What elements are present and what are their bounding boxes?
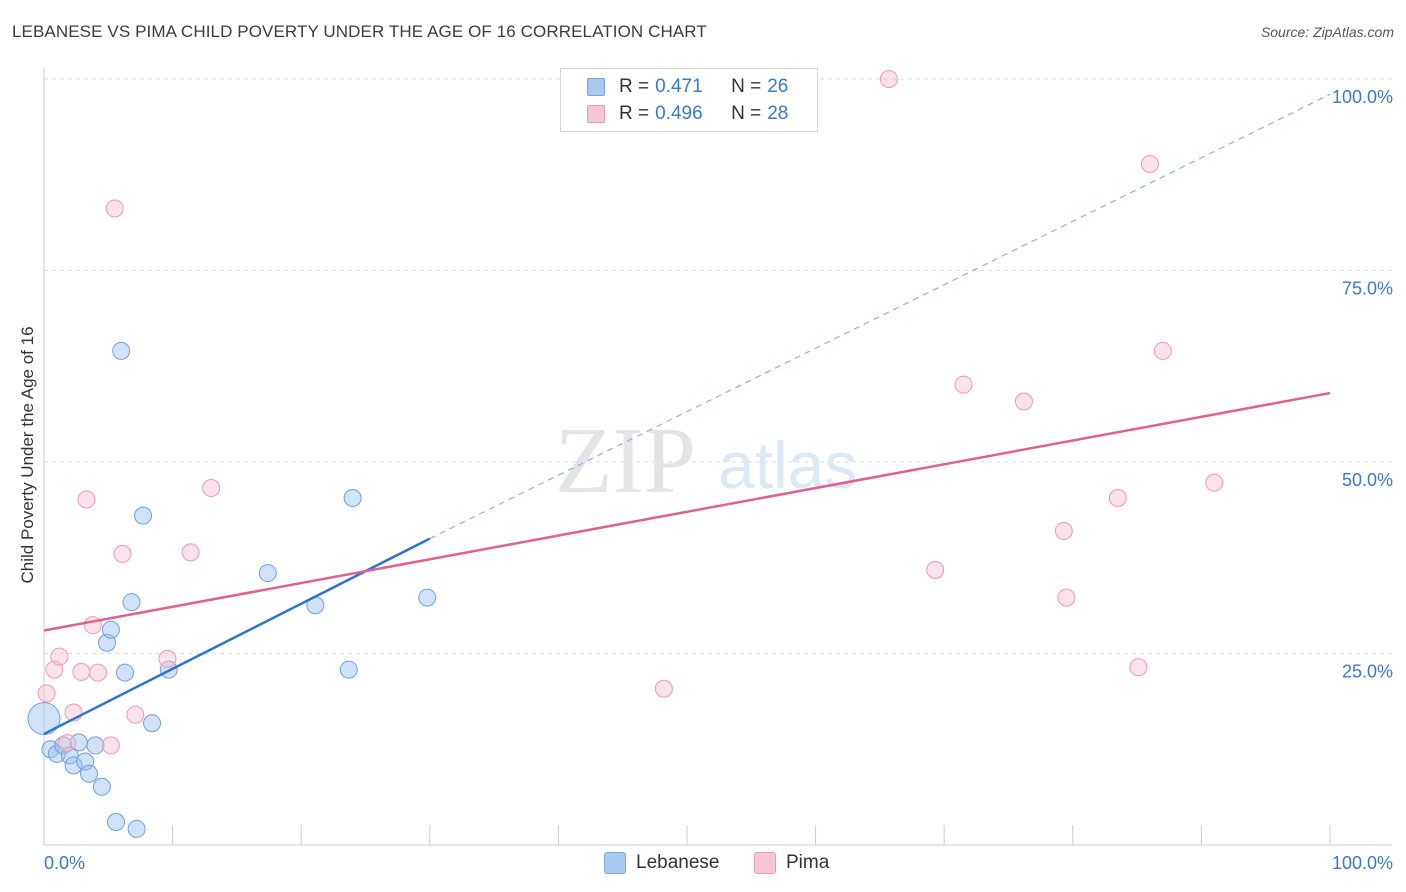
x-tick-label: 0.0% [44, 853, 85, 873]
y-axis-label: Child Poverty Under the Age of 16 [18, 326, 37, 584]
bottom-legend: Lebanese Pima [0, 852, 1406, 878]
legend-swatch-pima [587, 105, 605, 123]
watermark-zip: ZIP [555, 409, 696, 513]
lebanese-point [143, 714, 162, 733]
pima-point [954, 375, 973, 394]
pima-point [654, 679, 673, 698]
pima-point [58, 734, 77, 753]
chart-title: LEBANESE VS PIMA CHILD POVERTY UNDER THE… [12, 22, 707, 41]
lebanese-point [101, 620, 120, 639]
legend-n-value: 28 [767, 103, 789, 124]
legend-r-label: R = [619, 76, 650, 97]
axes-layer [43, 68, 1392, 846]
pima-point [1153, 341, 1172, 360]
watermark: ZIP atlas [555, 409, 857, 513]
pima-point [1054, 521, 1073, 540]
pima-point [50, 647, 69, 666]
pima-trend-line [43, 391, 1331, 632]
pima-point [101, 736, 120, 755]
pima-point [1140, 155, 1159, 174]
y-tick-label: 25.0% [1342, 662, 1393, 682]
pima-point [1057, 588, 1076, 607]
pima-point [37, 684, 56, 703]
legend-r-value: 0.471 [655, 76, 703, 97]
legend-n-label: N = [731, 103, 762, 124]
pima-point [113, 544, 132, 563]
pima-point [105, 199, 124, 218]
lebanese-point [80, 764, 99, 783]
legend-swatch-lebanese [587, 78, 605, 96]
pima-point [126, 705, 145, 724]
pima-point [1014, 392, 1033, 411]
source-credit: Source: ZipAtlas.com [1260, 24, 1394, 40]
pima-point [158, 649, 177, 668]
lebanese-point [27, 702, 61, 736]
pima-point [72, 662, 91, 681]
pima-point [879, 70, 898, 88]
pima-point [1129, 658, 1148, 677]
lebanese-point [116, 663, 135, 682]
legend-n-value: 26 [767, 76, 789, 97]
lebanese-point [339, 660, 358, 679]
pima-point [181, 543, 200, 562]
bottom-legend-label-pima: Pima [786, 852, 830, 873]
lebanese-point [418, 588, 437, 607]
points-layer [27, 70, 1224, 838]
bottom-legend-pima[interactable]: Pima [754, 852, 829, 874]
lebanese-point [86, 736, 105, 755]
legend-row-pima: R = 0.496 N = 28 [587, 102, 788, 126]
lebanese-point [64, 756, 83, 775]
lebanese-point [112, 341, 131, 360]
pima-point [89, 663, 108, 682]
pima-point [1205, 473, 1224, 492]
trend-layer [43, 93, 1331, 736]
lebanese-point [127, 819, 146, 838]
y-tick-label: 75.0% [1342, 279, 1393, 299]
legend-row-lebanese: R = 0.471 N = 26 [587, 75, 788, 99]
watermark-atlas: atlas [718, 428, 857, 502]
y-tick-label: 50.0% [1342, 470, 1393, 490]
x-tick-label: 100.0% [1332, 853, 1393, 873]
lebanese-point [258, 564, 277, 583]
pima-point [77, 490, 96, 509]
pima-point [926, 561, 945, 580]
lebanese-point [122, 593, 141, 612]
y-tick-label: 100.0% [1332, 87, 1393, 107]
pima-point [1108, 489, 1127, 508]
bottom-legend-lebanese[interactable]: Lebanese [604, 852, 719, 874]
bottom-legend-label-lebanese: Lebanese [636, 852, 720, 873]
lebanese-trend-extension [429, 93, 1331, 540]
legend-n-label: N = [731, 76, 762, 97]
tick-label-layer: 25.0% 50.0% 75.0% 100.0% 0.0% 100.0% [44, 87, 1393, 873]
lebanese-point [107, 813, 126, 832]
legend-r-label: R = [619, 103, 650, 124]
pima-point [202, 479, 221, 498]
bottom-legend-swatch-pima [754, 852, 776, 874]
bottom-legend-swatch-lebanese [604, 852, 626, 874]
grid-layer [44, 78, 1392, 654]
lebanese-point [92, 777, 111, 796]
lebanese-point [343, 489, 362, 508]
legend-r-value: 0.496 [655, 103, 703, 124]
legend: R = 0.471 N = 26 R = 0.496 N = 28 [560, 68, 818, 132]
lebanese-point [134, 506, 153, 525]
